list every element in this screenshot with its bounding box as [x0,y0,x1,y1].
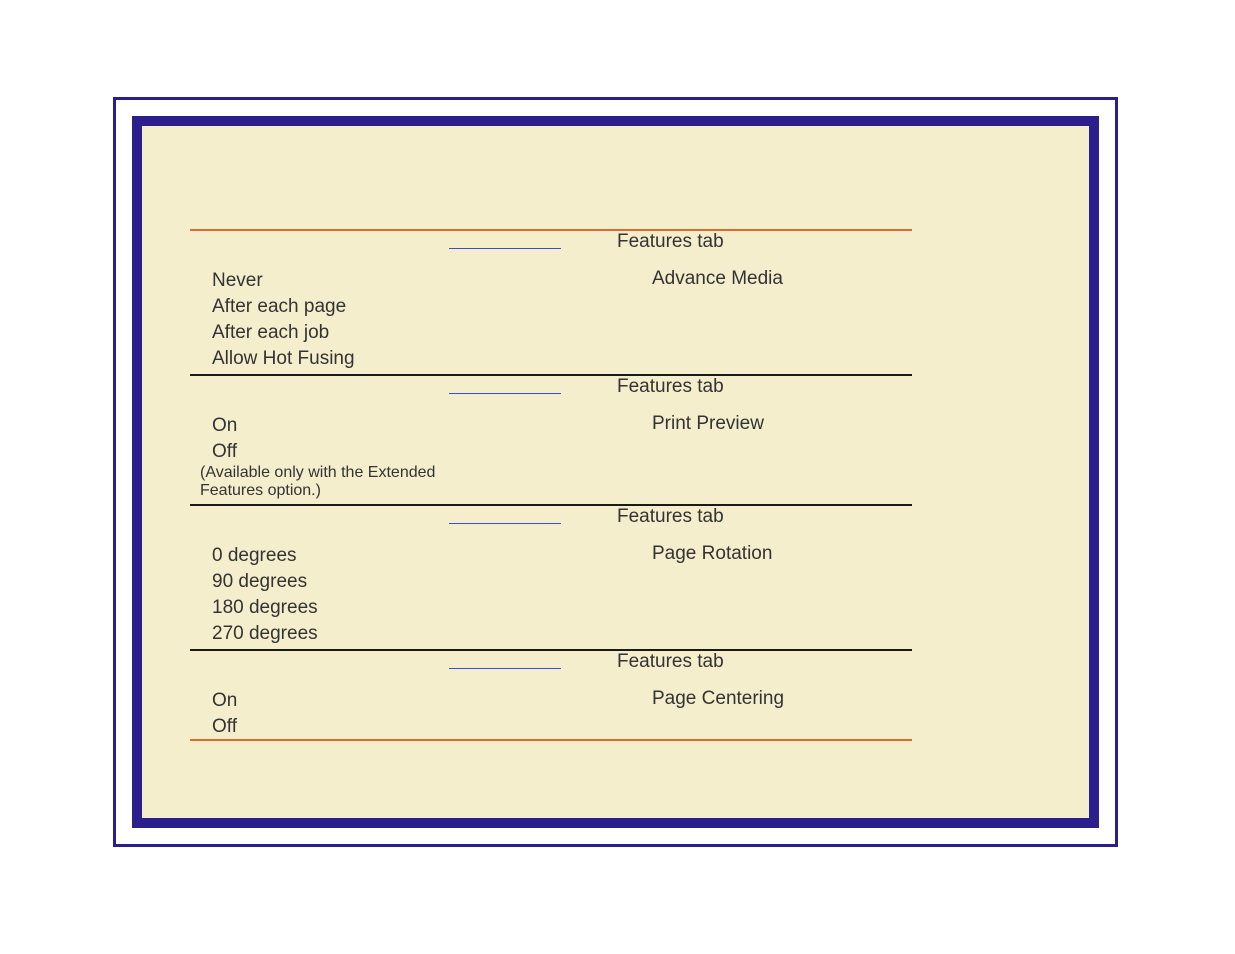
tab-label-4: Features tab [617,651,724,673]
rule-sep-2 [190,504,912,506]
option-never: Never [212,268,512,294]
option-off-1: Off [212,439,512,465]
rule-sep-1 [190,374,912,376]
rule-top [190,229,912,231]
content-area: Features tab Advance Media Never After e… [142,126,1089,818]
rule-sep-3 [190,649,912,651]
option-allow-hot-fusing: Allow Hot Fusing [212,346,512,372]
tab-label-2: Features tab [617,376,724,398]
blue-dash-3 [449,523,561,524]
rule-bottom [190,739,912,741]
option-on-2: On [212,688,512,714]
section-heading-advance-media: Advance Media [652,268,912,290]
outer-frame: Features tab Advance Media Never After e… [113,97,1118,847]
option-after-each-page: After each page [212,294,512,320]
blue-dash-1 [449,248,561,249]
inner-frame: Features tab Advance Media Never After e… [132,116,1099,828]
blue-dash-2 [449,393,561,394]
tab-label-1: Features tab [617,231,724,253]
option-on-1: On [212,413,512,439]
blue-dash-4 [449,668,561,669]
section-heading-page-rotation: Page Rotation [652,543,912,565]
section-heading-page-centering: Page Centering [652,688,912,710]
option-180-degrees: 180 degrees [212,595,512,621]
section-heading-print-preview: Print Preview [652,413,912,435]
option-90-degrees: 90 degrees [212,569,512,595]
note-extended-features: (Available only with the Extended Featur… [200,464,490,500]
option-270-degrees: 270 degrees [212,621,512,647]
option-0-degrees: 0 degrees [212,543,512,569]
option-after-each-job: After each job [212,320,512,346]
option-off-2: Off [212,714,512,740]
tab-label-3: Features tab [617,506,724,528]
